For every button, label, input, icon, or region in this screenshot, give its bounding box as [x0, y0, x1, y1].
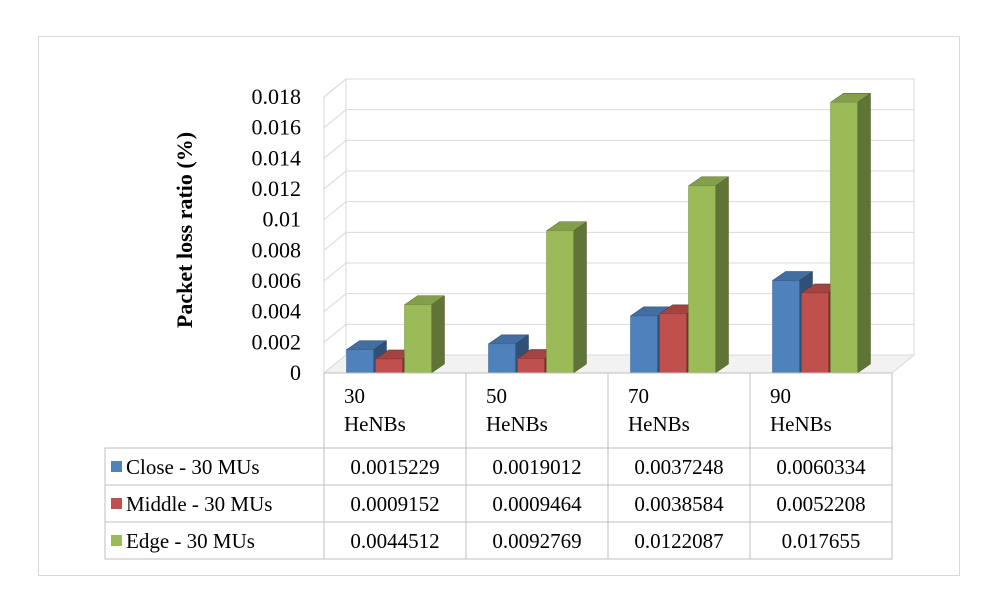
bar	[772, 280, 800, 374]
y-tick-label: 0.004	[252, 299, 302, 324]
data-label: 0.0060334	[776, 455, 866, 479]
y-tick-label: 0.014	[252, 145, 302, 170]
bar	[801, 292, 829, 374]
bar-side	[857, 92, 871, 374]
data-label: 0.0038584	[634, 492, 724, 516]
gridline	[323, 78, 914, 98]
bar	[830, 102, 858, 374]
x-tick-label: HeNBs	[344, 412, 406, 436]
bar-side	[715, 176, 729, 374]
legend-label: Middle - 30 MUs	[126, 492, 272, 516]
y-tick-label: 0	[290, 360, 301, 385]
data-label: 0.0019012	[492, 455, 581, 479]
data-label: 0.0122087	[634, 529, 723, 553]
bar	[517, 358, 545, 374]
data-label: 0.017655	[782, 529, 861, 553]
legend-label: Edge - 30 MUs	[126, 529, 255, 553]
gridline	[323, 109, 914, 129]
y-tick-label: 0.012	[252, 176, 302, 201]
y-tick-label: 0.008	[252, 237, 302, 262]
data-label: 0.0044512	[350, 529, 439, 553]
data-label: 0.0009152	[350, 492, 439, 516]
x-tick-label: 30	[344, 384, 365, 408]
bar	[659, 313, 687, 374]
chart-area: 0 0.002 0.004 0.006 0.008 0.01 0.012 0.014 0.016…	[38, 36, 960, 576]
bar	[546, 230, 574, 374]
x-tick-label: 50	[486, 384, 507, 408]
legend-key	[111, 461, 122, 472]
x-tick-label: HeNBs	[486, 412, 548, 436]
bar-side	[431, 295, 445, 374]
gridline	[323, 170, 914, 190]
data-label: 0.0092769	[492, 529, 581, 553]
table-body-frame	[104, 447, 893, 560]
bar	[488, 343, 516, 374]
x-tick-label: HeNBs	[770, 412, 832, 436]
chart-svg: 0 0.002 0.004 0.006 0.008 0.01 0.012 0.014 0.016…	[104, 77, 916, 560]
y-tick-label: 0.016	[252, 115, 302, 140]
y-tick-label: 0.002	[252, 329, 302, 354]
bar	[375, 358, 403, 374]
bar	[346, 349, 374, 374]
y-tick-label: 0.01	[263, 207, 302, 232]
side-wall	[323, 77, 347, 375]
bar	[688, 185, 716, 374]
data-label: 0.0052208	[776, 492, 865, 516]
x-tick-label: 90	[770, 384, 791, 408]
data-label: 0.0037248	[634, 455, 723, 479]
legend-key	[111, 498, 122, 509]
y-tick-label: 0.006	[252, 268, 302, 293]
legend-key	[111, 535, 122, 546]
y-tick-label: 0.018	[252, 84, 302, 109]
bar	[404, 304, 432, 374]
data-label: 0.0009464	[492, 492, 582, 516]
y-axis-title: Packet loss ratio (%)	[172, 132, 197, 328]
x-tick-label: 70	[628, 384, 649, 408]
bar	[630, 315, 658, 374]
data-label: 0.0015229	[350, 455, 439, 479]
x-tick-label: HeNBs	[628, 412, 690, 436]
bar-side	[573, 221, 587, 374]
legend-label: Close - 30 MUs	[126, 455, 260, 479]
gridline	[323, 139, 914, 159]
